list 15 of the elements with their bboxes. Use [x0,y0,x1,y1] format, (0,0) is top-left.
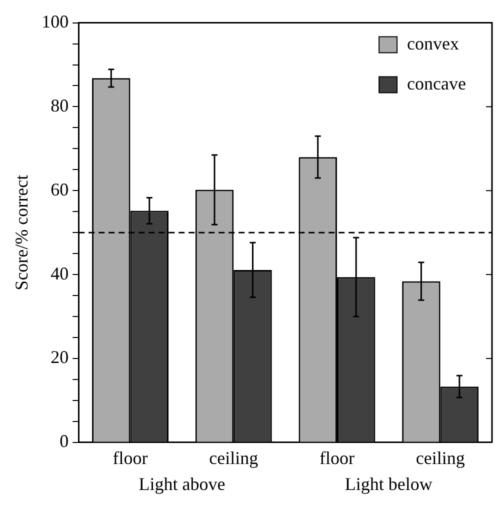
legend-label: convex [407,34,460,54]
y-tick-label: 80 [50,95,69,116]
y-tick-label: 0 [60,431,69,452]
x-tick-label: floor [112,448,148,468]
y-axis-title: Score/% correct [12,174,32,290]
legend-label: concave [407,74,466,94]
x-tick-label: ceiling [416,448,465,468]
y-tick-label: 60 [50,179,69,200]
text: Light above [138,474,226,494]
y-tick-label: 100 [42,12,69,32]
y-tick-label: 20 [50,347,69,368]
x-tick-label: floor [319,448,354,468]
y-tick-label: 40 [50,263,69,284]
x-tick-label: ceiling [209,448,258,468]
text: Light below [344,474,432,494]
